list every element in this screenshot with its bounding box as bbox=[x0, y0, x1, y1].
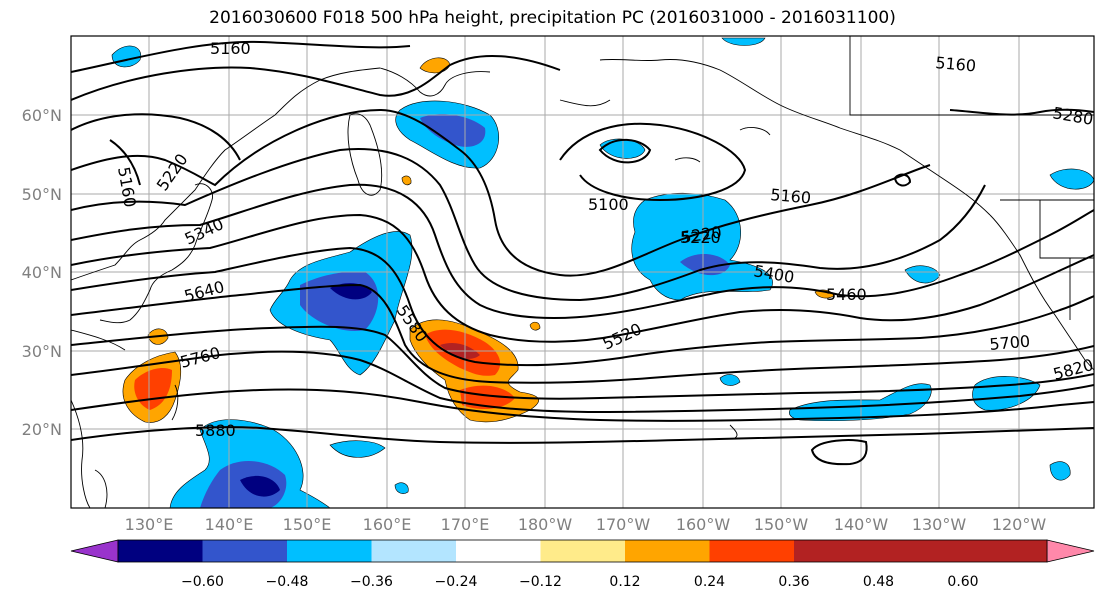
map-title: 2016030600 F018 500 hPa height, precipit… bbox=[209, 8, 896, 28]
lon-label: 130°W bbox=[912, 515, 967, 534]
lon-label: 170°E bbox=[441, 515, 490, 534]
lon-label: 140°E bbox=[205, 515, 254, 534]
colorbar-tick: −0.12 bbox=[519, 574, 562, 590]
contour-label: 5160 bbox=[935, 53, 977, 75]
contour-label: 5100 bbox=[588, 195, 629, 214]
longitude-labels: 130°E 140°E 150°E 160°E 170°E 180°W 170°… bbox=[125, 515, 1047, 534]
contour-label: 5700 bbox=[989, 332, 1031, 354]
colorbar-tick: 0.36 bbox=[778, 574, 809, 590]
colorbar-tick: 0.60 bbox=[947, 574, 978, 590]
colorbar-segment bbox=[878, 540, 963, 562]
colorbar-tick: 0.24 bbox=[694, 574, 725, 590]
lon-label: 140°W bbox=[834, 515, 889, 534]
colorbar-tick: −0.36 bbox=[350, 574, 393, 590]
lon-label: 130°E bbox=[125, 515, 174, 534]
lon-label: 150°W bbox=[754, 515, 809, 534]
colorbar-segment bbox=[287, 540, 372, 562]
contour-label: 5160 bbox=[210, 39, 251, 58]
colorbar-tick: 0.12 bbox=[609, 574, 640, 590]
coastlines bbox=[71, 36, 1094, 508]
contour-label: 5460 bbox=[826, 285, 867, 304]
lat-label: 40°N bbox=[22, 263, 62, 282]
colorbar-tick: −0.24 bbox=[435, 574, 478, 590]
lat-label: 50°N bbox=[22, 185, 62, 204]
colorbar-extend-low bbox=[70, 539, 119, 563]
colorbar-segment bbox=[118, 540, 203, 562]
contour-labels: 5160 5160 5220 5280 5160 5220 5100 5160 … bbox=[114, 39, 1094, 440]
contour-label: 5880 bbox=[195, 421, 236, 440]
latitude-labels: 60°N 50°N 40°N 30°N 20°N bbox=[22, 106, 62, 439]
lon-label: 160°W bbox=[676, 515, 731, 534]
colorbar: −0.60 −0.48 −0.36 −0.24 −0.12 0.12 0.24 … bbox=[70, 539, 1095, 590]
colorbar-tick: −0.60 bbox=[181, 574, 224, 590]
colorbar-tick: −0.48 bbox=[266, 574, 309, 590]
lon-label: 120°W bbox=[992, 515, 1047, 534]
precipitation-shading bbox=[111, 37, 1094, 508]
colorbar-segment bbox=[794, 540, 879, 562]
lon-label: 160°E bbox=[363, 515, 412, 534]
colorbar-tick: 0.48 bbox=[863, 574, 894, 590]
colorbar-segment bbox=[540, 540, 625, 562]
map-plot-area: 5160 5160 5220 5280 5160 5220 5100 5160 … bbox=[71, 36, 1094, 508]
contour-label: 5220 bbox=[680, 228, 721, 247]
colorbar-segment bbox=[963, 540, 1047, 562]
lat-label: 60°N bbox=[22, 106, 62, 125]
colorbar-extend-high bbox=[1046, 539, 1095, 563]
lon-label: 150°E bbox=[283, 515, 332, 534]
lat-label: 30°N bbox=[22, 342, 62, 361]
colorbar-segment bbox=[625, 540, 710, 562]
lon-label: 180°W bbox=[518, 515, 573, 534]
colorbar-segment bbox=[709, 540, 794, 562]
height-contours bbox=[71, 40, 1094, 466]
plot-frame bbox=[70, 35, 1095, 509]
lon-label: 170°W bbox=[596, 515, 651, 534]
colorbar-segment bbox=[371, 540, 456, 562]
contour-label: 5160 bbox=[770, 185, 812, 207]
lat-label: 20°N bbox=[22, 420, 62, 439]
colorbar-segment bbox=[202, 540, 287, 562]
colorbar-segment bbox=[456, 540, 541, 562]
